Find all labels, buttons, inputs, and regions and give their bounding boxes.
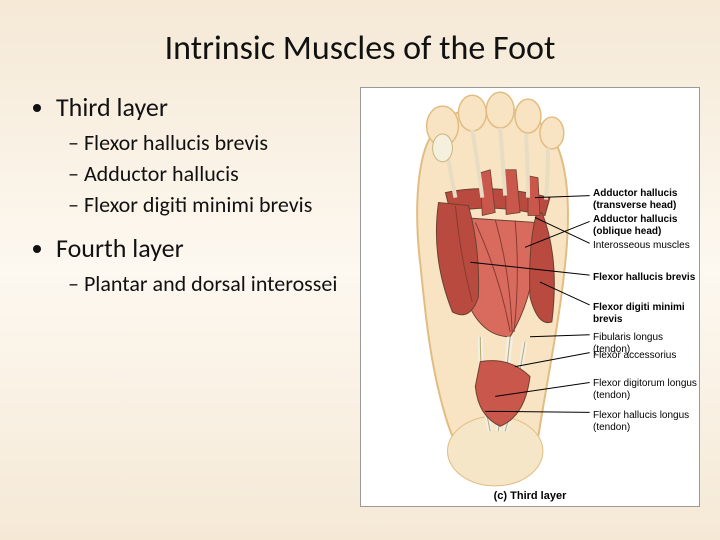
- sub-item: Adductor hallucis: [68, 160, 370, 187]
- figure-column: Adductor hallucis (transverse head)Adduc…: [370, 87, 690, 311]
- bullet-list: Third layer Flexor hallucis brevis Adduc…: [38, 91, 370, 297]
- slide: Intrinsic Muscles of the Foot Third laye…: [0, 0, 720, 540]
- figure-label-flexor-digiti-minimi: Flexor digiti minimi brevis: [593, 302, 697, 325]
- anatomy-figure: Adductor hallucis (transverse head) Adduc…: [360, 87, 700, 507]
- content-row: Third layer Flexor hallucis brevis Adduc…: [30, 87, 690, 311]
- bullet-heading: Third layer: [56, 91, 168, 123]
- bullet-fourth-layer: Fourth layer Plantar and dorsal inteross…: [56, 232, 370, 297]
- figure-label-interosseous: Interosseous muscles: [593, 240, 697, 252]
- text-column: Third layer Flexor hallucis brevis Adduc…: [30, 87, 370, 311]
- bullet-heading: Fourth layer: [56, 232, 184, 264]
- figure-label-flexor-digitorum-longus: Flexor digitorum longus (tendon): [593, 378, 697, 401]
- bullet-third-layer: Third layer Flexor hallucis brevis Adduc…: [56, 91, 370, 218]
- figure-label-adductor-hallucis-oblique: Adductor hallucis (oblique head): [593, 214, 697, 237]
- slide-title: Intrinsic Muscles of the Foot: [30, 28, 690, 69]
- sub-item: Plantar and dorsal interossei: [68, 270, 370, 297]
- figure-label-flexor-hallucis-longus: Flexor hallucis longus (tendon): [593, 410, 697, 433]
- foot-illustration: [361, 88, 699, 506]
- sub-list-third: Flexor hallucis brevis Adductor hallucis…: [56, 129, 370, 218]
- figure-caption: (c) Third layer: [494, 490, 567, 502]
- figure-label-adductor-hallucis-transverse: Adductor hallucis (transverse head): [593, 188, 697, 211]
- figure-label-flexor-hallucis-brevis: Flexor hallucis brevis: [593, 272, 697, 284]
- sub-item: Flexor digiti minimi brevis: [68, 191, 370, 218]
- sub-item: Flexor hallucis brevis: [68, 129, 370, 156]
- figure-label-flexor-accessorius: Flexor accessorius: [593, 350, 697, 362]
- sub-list-fourth: Plantar and dorsal interossei: [56, 270, 370, 297]
